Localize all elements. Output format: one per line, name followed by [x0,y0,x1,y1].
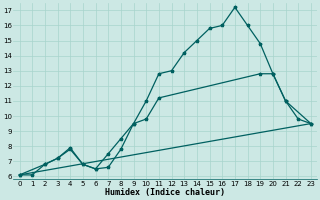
X-axis label: Humidex (Indice chaleur): Humidex (Indice chaleur) [105,188,225,197]
